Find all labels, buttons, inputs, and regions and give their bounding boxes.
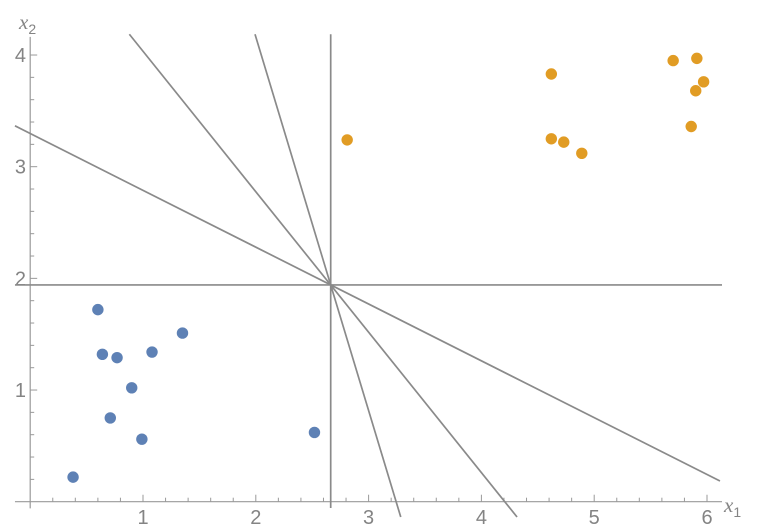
x-tick-label: 1 (137, 507, 148, 529)
data-point-class-blue (92, 303, 104, 316)
data-point-class-blue (111, 351, 123, 364)
data-point-class-orange (690, 85, 702, 97)
x-tick-label: 4 (476, 507, 487, 529)
y-axis-label: x2 (18, 10, 36, 37)
data-point-class-orange (341, 134, 353, 146)
data-point-class-orange (558, 136, 570, 148)
x-tick-label: 3 (363, 507, 374, 529)
x-tick-label: 2 (250, 507, 261, 529)
data-point-class-blue (146, 346, 158, 358)
data-point-class-orange (685, 120, 697, 133)
data-point-class-blue (67, 471, 79, 483)
y-tick-label: 3 (15, 157, 26, 179)
data-point-class-blue (136, 433, 148, 445)
x-tick-label: 6 (701, 507, 712, 529)
data-point-class-blue (176, 327, 189, 339)
data-point-class-orange (691, 52, 703, 65)
data-point-class-orange (667, 54, 679, 67)
separator-shallow-line (14, 125, 721, 482)
data-point-class-orange (576, 147, 588, 159)
data-point-class-orange (697, 76, 710, 88)
data-point-class-blue (308, 426, 321, 439)
data-point-class-blue (126, 382, 138, 394)
data-point-class-orange (545, 133, 558, 145)
separator-steep-line (254, 34, 402, 518)
x-tick-label: 5 (589, 507, 600, 529)
y-tick-label: 4 (15, 45, 26, 67)
data-point-class-blue (104, 412, 116, 424)
data-point-class-orange (545, 68, 558, 80)
y-tick-label: 2 (15, 268, 26, 290)
separator-medium-line (128, 33, 518, 518)
y-tick-label: 1 (15, 380, 26, 402)
x-axis-label: x1 (723, 493, 741, 520)
data-point-class-blue (96, 348, 109, 360)
